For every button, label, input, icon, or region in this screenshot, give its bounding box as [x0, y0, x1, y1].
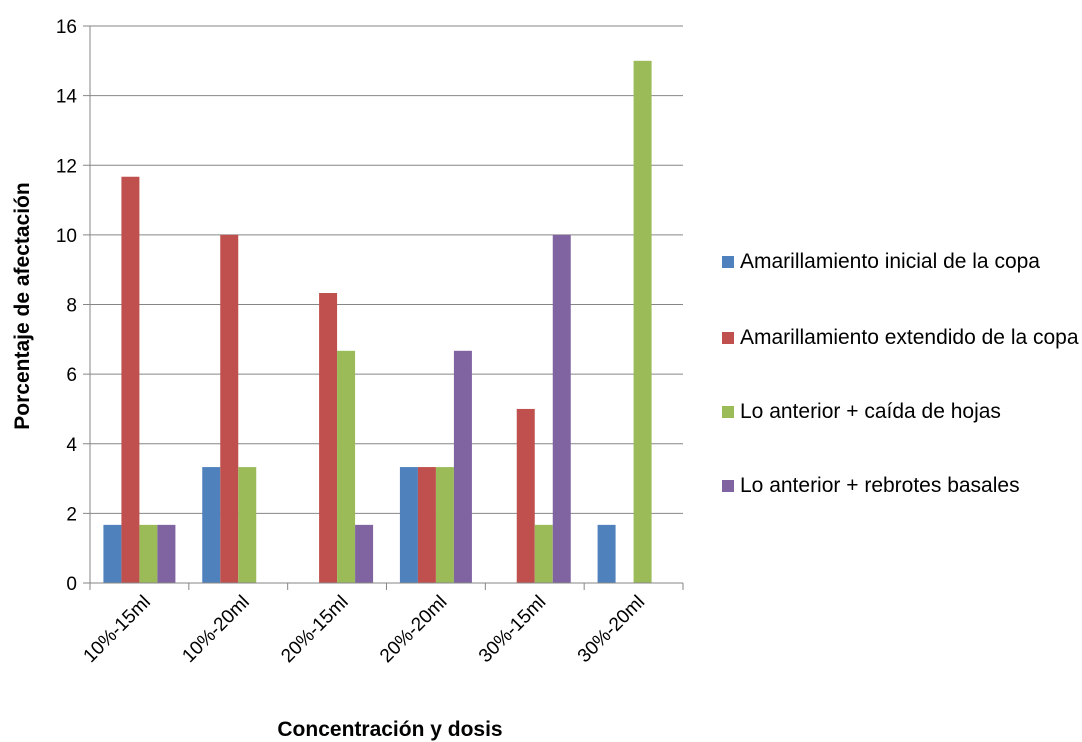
x-tick-label-10-20ml: 10%-20ml: [178, 592, 253, 667]
y-tick-label-6: 6: [66, 365, 77, 386]
legend-swatch-amarillamiento-extendido: [722, 332, 734, 344]
bar-10-20ml-series-2: [220, 234, 239, 583]
legend-swatch-amarillamiento-inicial: [722, 256, 734, 268]
bar-20-15ml-series-4: [355, 524, 374, 583]
y-tick-label-8: 8: [66, 296, 77, 317]
bar-20-15ml-series-3: [337, 350, 356, 583]
x-tick-label-10-15ml: 10%-15ml: [80, 592, 155, 667]
y-tick-labels: 0 2 4 6 8 10 12 14 16: [56, 17, 78, 595]
x-tick-labels: 10%-15ml 10%-20ml 20%-15ml 20%-20ml 30%-15ml…: [80, 592, 650, 667]
x-tick-label-20-20ml: 20%-20ml: [376, 592, 451, 667]
bar-30-15ml-series-2: [516, 408, 535, 583]
bar-30-15ml-series-4: [552, 234, 571, 583]
bar-10-15ml-series-3: [139, 524, 158, 583]
bar-30-20ml-series-1: [597, 524, 616, 583]
bar-10-20ml-series-3: [238, 467, 257, 583]
x-tick-label-20-15ml: 20%-15ml: [277, 592, 352, 667]
y-tick-label-0: 0: [66, 574, 77, 595]
y-tick-label-2: 2: [66, 504, 77, 525]
bar-30-20ml-series-3: [633, 60, 652, 583]
bar-20-15ml-series-2: [319, 293, 338, 583]
x-tick-label-30-15ml: 30%-15ml: [475, 592, 550, 667]
legend-label-rebrotes-basales: Lo anterior + rebrotes basales: [740, 474, 1020, 497]
y-tick-label-16: 16: [56, 17, 77, 38]
axes: [89, 26, 684, 590]
legend-item-rebrotes-basales: Lo anterior + rebrotes basales: [722, 472, 1080, 499]
y-tick-label-10: 10: [56, 226, 77, 247]
y-axis-title: Porcentaje de afectación: [11, 182, 34, 429]
bars: [103, 60, 652, 583]
x-tick-label-30-20ml: 30%-20ml: [574, 592, 649, 667]
bar-20-20ml-series-4: [453, 350, 472, 583]
x-axis-title: Concentración y dosis: [277, 718, 502, 741]
bar-10-20ml-series-1: [202, 467, 221, 583]
legend-label-caida-de-hojas: Lo anterior + caída de hojas: [740, 400, 1001, 423]
gridlines: [83, 25, 683, 584]
bar-20-20ml-series-2: [417, 467, 436, 583]
legend-item-caida-de-hojas: Lo anterior + caída de hojas: [722, 398, 1080, 425]
bar-10-15ml-series-2: [121, 176, 140, 583]
bar-10-15ml-series-1: [103, 524, 122, 583]
bar-10-15ml-series-4: [157, 524, 176, 583]
legend-item-amarillamiento-inicial: Amarillamiento inicial de la copa: [722, 248, 1080, 275]
legend-swatch-caida-de-hojas: [722, 406, 734, 418]
bar-20-20ml-series-1: [399, 467, 418, 583]
legend-swatch-rebrotes-basales: [722, 480, 734, 492]
legend-label-amarillamiento-inicial: Amarillamiento inicial de la copa: [740, 250, 1040, 273]
legend-label-amarillamiento-extendido: Amarillamiento extendido de la copa: [740, 326, 1079, 349]
bar-20-20ml-series-3: [435, 467, 454, 583]
y-tick-label-4: 4: [66, 435, 77, 456]
y-tick-label-14: 14: [56, 87, 78, 108]
bar-30-15ml-series-3: [534, 524, 553, 583]
y-tick-label-12: 12: [56, 156, 77, 177]
legend-item-amarillamiento-extendido: Amarillamiento extendido de la copa: [722, 324, 1080, 351]
